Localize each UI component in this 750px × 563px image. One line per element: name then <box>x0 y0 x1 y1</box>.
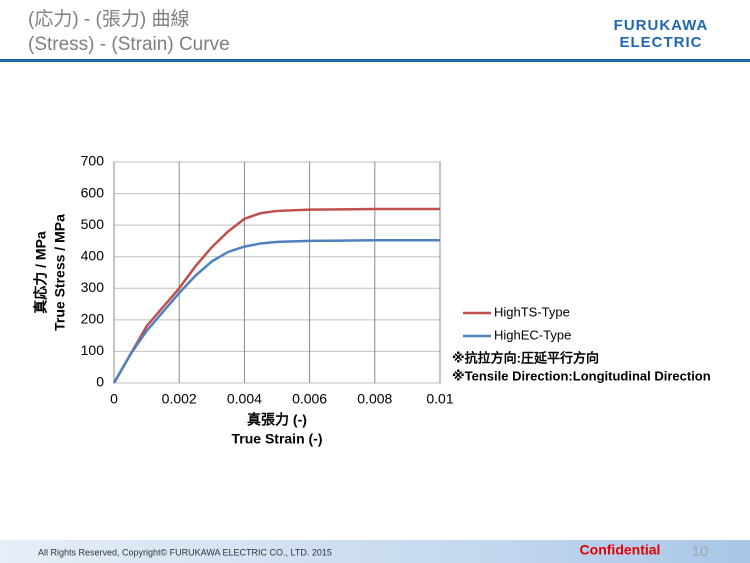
legend-label: HighTS-Type <box>494 304 570 319</box>
y-tick-label: 400 <box>81 247 105 263</box>
y-axis-label: True Stress / MPa <box>52 214 68 331</box>
y-tick-label: 500 <box>81 216 105 232</box>
slide-title: (Stress) - (Strain) Curve <box>28 34 230 55</box>
y-tick-label: 700 <box>81 153 105 169</box>
x-axis-label: True Strain (-) <box>231 431 322 447</box>
footer-bar <box>0 540 750 563</box>
page-number: 10 <box>692 543 709 560</box>
header-rule <box>0 59 750 62</box>
x-tick-label: 0.004 <box>227 391 262 407</box>
note: ※抗拉方向:圧延平行方向 <box>452 350 599 365</box>
x-axis-label: 真張力 (-) <box>247 412 307 428</box>
data-line <box>112 207 440 384</box>
x-tick-label: 0.002 <box>162 391 197 407</box>
chart: 0 100 200 300 400 500 600 700 0 0.002 0.004 0.006 0.… <box>33 153 711 447</box>
y-tick-label: 100 <box>81 342 105 358</box>
data-line <box>112 239 440 384</box>
logo: ELECTRIC <box>620 34 703 51</box>
note: ※Tensile Direction:Longitudinal Directio… <box>452 368 711 383</box>
x-tick-label: 0.01 <box>426 391 453 407</box>
x-tick-label: 0 <box>110 391 118 407</box>
slide-title: (応力) - (張力) 曲線 <box>28 8 189 30</box>
copyright: All Rights Reserved, Copyright© FURUKAWA… <box>38 547 332 557</box>
y-tick-label: 0 <box>96 374 104 390</box>
y-axis-label: 真応力 / MPa <box>33 231 49 314</box>
y-tick-label: 600 <box>81 184 105 200</box>
y-tick-label: 300 <box>81 279 105 295</box>
x-tick-label: 0.008 <box>357 391 392 407</box>
plot-area <box>113 161 441 384</box>
logo: FURUKAWA <box>614 17 709 34</box>
x-tick-label: 0.006 <box>292 391 327 407</box>
y-tick-label: 200 <box>81 311 105 327</box>
confidential: Confidential <box>580 542 661 558</box>
legend-label: HighEC-Type <box>494 327 571 342</box>
